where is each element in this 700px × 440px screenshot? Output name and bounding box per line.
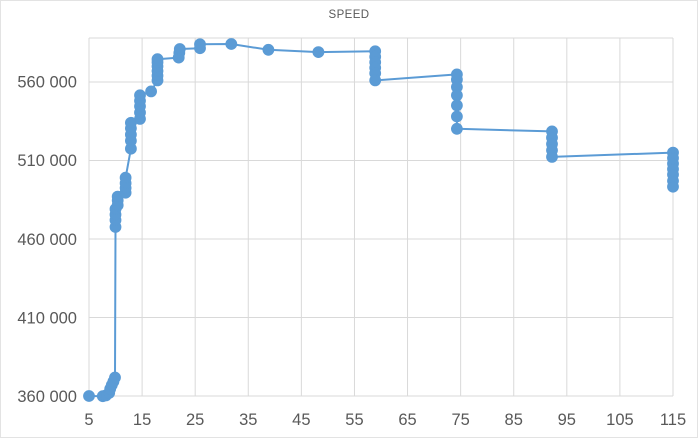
data-point [151,53,164,66]
data-point [312,46,325,58]
y-tick-label: 410 000 [17,309,77,327]
x-tick-label: 45 [292,411,310,429]
x-tick-label: 55 [345,411,363,429]
data-point [194,38,206,51]
data-point [369,74,382,87]
x-tick-label: 15 [133,411,151,429]
x-tick-label: 65 [398,411,416,429]
data-point [451,122,463,135]
data-point [262,43,275,56]
x-tick-label: 95 [558,411,576,429]
data-point [546,151,558,163]
series-line [88,43,674,398]
data-point [173,43,186,55]
data-point [119,171,132,184]
data-point [109,371,121,384]
x-tick-label: 75 [451,411,469,429]
data-point [225,38,238,50]
y-tick-label: 510 000 [17,152,77,170]
x-tick-label: 35 [239,411,257,429]
y-tick-label: 360 000 [17,388,77,406]
data-point [667,180,679,193]
x-tick-label: 105 [606,411,634,429]
data-point [451,110,463,123]
x-tick-label: 25 [186,411,204,429]
x-tick-label: 85 [505,411,523,429]
data-point [451,99,463,112]
chart-title: SPEED [328,9,370,21]
data-point [134,89,146,102]
data-point [451,89,463,102]
data-point [83,390,95,402]
x-tick-label: 5 [84,411,93,429]
data-point [145,85,158,98]
y-tick-label: 560 000 [17,74,77,92]
x-tick-label: 115 [660,411,686,429]
y-tick-label: 460 000 [17,231,77,249]
